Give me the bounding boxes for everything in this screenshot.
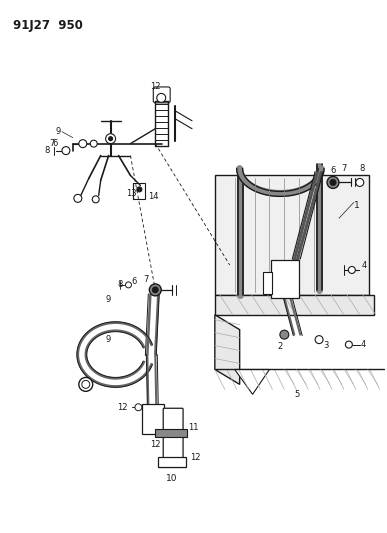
Text: 7: 7: [143, 276, 148, 285]
Circle shape: [346, 341, 352, 348]
Circle shape: [106, 134, 116, 144]
Polygon shape: [215, 175, 369, 295]
Circle shape: [79, 140, 87, 148]
FancyBboxPatch shape: [163, 408, 183, 460]
Circle shape: [149, 284, 161, 296]
Polygon shape: [215, 315, 240, 384]
Text: 9: 9: [56, 127, 61, 136]
Text: 8: 8: [359, 164, 365, 173]
Text: 91J27  950: 91J27 950: [13, 19, 83, 33]
Circle shape: [92, 196, 99, 203]
Text: 10: 10: [166, 474, 178, 483]
Text: 3: 3: [324, 341, 329, 350]
Text: 8: 8: [117, 280, 123, 289]
Text: 11: 11: [188, 423, 199, 432]
Circle shape: [137, 187, 142, 192]
Circle shape: [90, 140, 97, 147]
FancyBboxPatch shape: [134, 183, 146, 199]
Circle shape: [348, 266, 355, 273]
Text: 14: 14: [148, 192, 159, 201]
Circle shape: [82, 381, 90, 389]
Text: 7: 7: [50, 139, 55, 148]
FancyBboxPatch shape: [158, 457, 186, 467]
Text: 4: 4: [360, 340, 365, 349]
FancyBboxPatch shape: [262, 272, 272, 294]
Text: 13: 13: [127, 189, 137, 198]
Text: 12: 12: [117, 403, 127, 412]
Circle shape: [79, 377, 93, 391]
Text: 9: 9: [105, 335, 111, 344]
Text: 8: 8: [45, 146, 50, 155]
Text: 1: 1: [354, 201, 360, 210]
Circle shape: [356, 179, 364, 187]
Text: 4: 4: [361, 261, 366, 270]
Circle shape: [157, 93, 166, 102]
FancyBboxPatch shape: [155, 429, 187, 437]
Circle shape: [135, 404, 142, 411]
Text: 6: 6: [53, 139, 58, 148]
Circle shape: [327, 176, 339, 188]
Text: 7: 7: [341, 164, 347, 173]
FancyBboxPatch shape: [271, 260, 299, 298]
Polygon shape: [215, 295, 374, 315]
Text: 9: 9: [105, 295, 111, 304]
Text: 12: 12: [190, 453, 200, 462]
Circle shape: [280, 330, 289, 339]
Text: 6: 6: [330, 166, 336, 175]
Circle shape: [109, 136, 113, 141]
FancyBboxPatch shape: [142, 404, 164, 434]
Text: 2: 2: [277, 342, 283, 351]
Polygon shape: [235, 369, 269, 394]
Circle shape: [152, 287, 158, 293]
Circle shape: [330, 180, 336, 185]
Circle shape: [315, 336, 323, 344]
Text: 12: 12: [150, 83, 161, 92]
Circle shape: [125, 282, 132, 288]
Text: 5: 5: [295, 390, 300, 399]
Circle shape: [62, 147, 70, 155]
Circle shape: [74, 195, 82, 203]
Circle shape: [165, 451, 171, 457]
Text: 12: 12: [150, 440, 160, 449]
Circle shape: [175, 451, 181, 457]
FancyBboxPatch shape: [153, 87, 170, 103]
Text: 6: 6: [131, 277, 136, 286]
